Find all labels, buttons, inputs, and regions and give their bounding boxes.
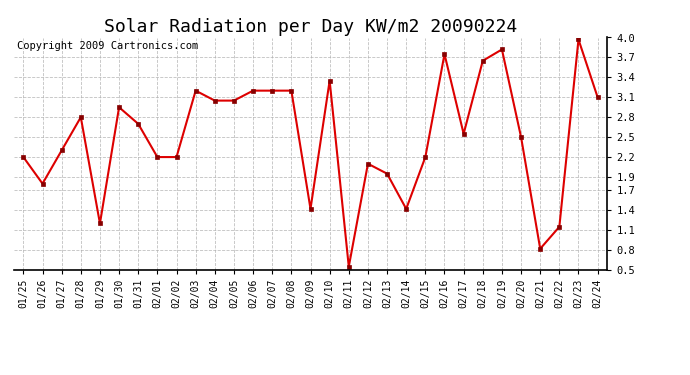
Text: Copyright 2009 Cartronics.com: Copyright 2009 Cartronics.com — [17, 41, 198, 51]
Title: Solar Radiation per Day KW/m2 20090224: Solar Radiation per Day KW/m2 20090224 — [104, 18, 517, 36]
